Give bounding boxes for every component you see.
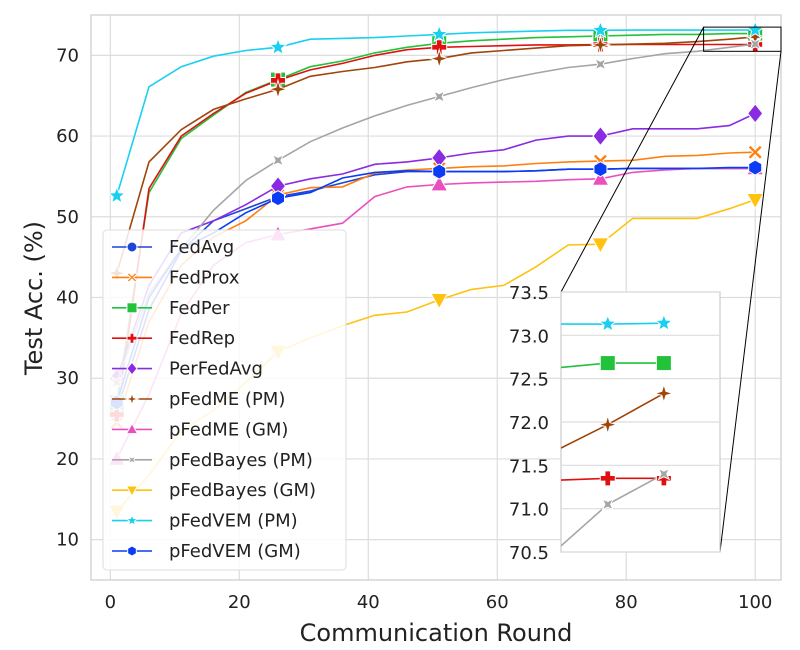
data-point-pfedvem-pm bbox=[590, 20, 610, 39]
data-point-pfedvem-pm bbox=[268, 37, 288, 56]
y-tick-label: 60 bbox=[56, 126, 79, 147]
legend-marker-fedper bbox=[126, 302, 138, 314]
data-point-perfedavg bbox=[592, 125, 609, 147]
legend-item-fedper: FedPer bbox=[112, 298, 230, 319]
plot-frame bbox=[90, 14, 782, 581]
legend-marker-pfedme-pm bbox=[124, 391, 140, 407]
y-tick-label: 20 bbox=[56, 449, 79, 470]
legend-marker-fedrep bbox=[126, 332, 138, 344]
zoom-region-box bbox=[703, 26, 782, 52]
legend-item-fedprox: FedProx bbox=[112, 267, 240, 288]
data-point-fedrep bbox=[431, 39, 448, 56]
legend-label: FedProx bbox=[169, 267, 240, 288]
data-point-pfedbayes-gm bbox=[746, 192, 765, 210]
series-pfedvem-pm bbox=[107, 20, 765, 204]
inset-point-pfedbayes-pm bbox=[657, 467, 671, 481]
legend-marker-pfedme-gm bbox=[125, 422, 139, 435]
x-tick-label: 20 bbox=[228, 592, 251, 613]
legend-marker-pfedvem-pm bbox=[125, 513, 139, 527]
x-tick-label: 40 bbox=[357, 592, 380, 613]
legend-box bbox=[102, 229, 347, 571]
y-tick-label: 10 bbox=[56, 530, 79, 551]
inset-y-tick-label: 71.0 bbox=[509, 500, 549, 521]
legend-label: pFedME (PM) bbox=[169, 389, 285, 410]
inset-y-tick-label: 72.0 bbox=[509, 413, 549, 434]
x-tick-label: 80 bbox=[615, 592, 638, 613]
data-point-pfedme-pm bbox=[428, 47, 451, 70]
legend-item-fedavg: FedAvg bbox=[112, 237, 234, 258]
data-point-pfedbayes-gm bbox=[430, 293, 449, 310]
y-tick-label: 50 bbox=[56, 207, 79, 228]
legend-item-pfedvem-gm: pFedVEM (GM) bbox=[112, 541, 301, 562]
data-point-pfedme-gm bbox=[430, 174, 449, 192]
legend: FedAvg FedProx FedPer FedRep PerFedAvg pFedME… bbox=[102, 229, 347, 571]
x-tick-label: 0 bbox=[105, 592, 116, 613]
legend-marker-pfedvem-gm bbox=[127, 545, 137, 557]
data-point-pfedme-gm bbox=[591, 169, 610, 186]
data-point-pfedbayes-pm bbox=[432, 90, 446, 103]
inset-y-tick-label: 70.5 bbox=[509, 543, 549, 564]
zoom-box bbox=[560, 26, 782, 553]
data-point-pfedbayes-pm bbox=[748, 37, 762, 51]
data-point-pfedvem-gm bbox=[593, 161, 608, 178]
legend-marker-pfedbayes-gm bbox=[125, 485, 139, 497]
data-point-pfedvem-pm bbox=[107, 185, 127, 204]
legend-label: pFedME (GM) bbox=[169, 419, 288, 440]
data-point-perfedavg bbox=[747, 103, 764, 124]
y-tick-label: 40 bbox=[56, 288, 79, 309]
legend-item-perfedavg: PerFedAvg bbox=[112, 359, 263, 380]
data-point-pfedvem-gm bbox=[432, 163, 447, 180]
data-point-pfedme-pm bbox=[589, 34, 612, 56]
data-point-pfedme-pm bbox=[267, 78, 289, 101]
main-ticks: 0 20 40 60 80 100 10 20 30 40 50 60 70 bbox=[56, 45, 772, 613]
inset-point-fedrep bbox=[599, 470, 616, 487]
x-axis-label: Communication Round bbox=[300, 619, 573, 647]
data-point-pfedbayes-pm bbox=[271, 153, 285, 167]
x-tick-label: 100 bbox=[738, 592, 772, 613]
zoom-connector bbox=[560, 26, 705, 293]
inset-point-pfedme-pm bbox=[653, 382, 675, 405]
data-point-pfedvem-gm bbox=[271, 190, 286, 207]
inset-point-pfedvem-pm bbox=[598, 314, 618, 333]
legend-item-pfedme-pm: pFedME (PM) bbox=[112, 389, 285, 410]
legend-label: FedRep bbox=[169, 328, 235, 349]
legend-item-pfedbayes-pm: pFedBayes (PM) bbox=[112, 450, 313, 471]
legend-label: PerFedAvg bbox=[169, 359, 263, 380]
inset-y-tick-label: 73.5 bbox=[509, 283, 549, 304]
x-tick-label: 60 bbox=[486, 592, 509, 613]
legend-item-pfedme-gm: pFedME (GM) bbox=[112, 419, 288, 440]
legend-marker-fedavg bbox=[126, 241, 138, 253]
legend-label: FedPer bbox=[169, 298, 230, 319]
inset-point-pfedme-pm bbox=[596, 413, 619, 436]
legend-label: pFedVEM (PM) bbox=[169, 511, 298, 532]
y-tick-label: 30 bbox=[56, 368, 79, 389]
inset-y-tick-label: 71.5 bbox=[509, 456, 549, 477]
legend-label: FedAvg bbox=[169, 237, 234, 258]
zoom-connector bbox=[719, 51, 782, 553]
inset-point-pfedbayes-pm bbox=[601, 498, 615, 511]
y-axis-label: Test Acc. (%) bbox=[20, 221, 48, 376]
legend-label: pFedBayes (PM) bbox=[169, 450, 313, 471]
inset-y-tick-label: 72.5 bbox=[509, 370, 549, 391]
data-point-fedprox bbox=[747, 144, 764, 161]
data-point-pfedvem-gm bbox=[748, 159, 763, 176]
inset-point-pfedvem-pm bbox=[654, 313, 674, 332]
legend-marker-perfedavg bbox=[126, 361, 138, 376]
data-point-pfedbayes-gm bbox=[591, 237, 610, 254]
legend-item-fedrep: FedRep bbox=[112, 328, 235, 349]
legend-label: pFedBayes (GM) bbox=[169, 480, 316, 501]
legend-label: pFedVEM (GM) bbox=[169, 541, 301, 562]
inset-plot: 70.5 71.0 71.5 72.0 72.5 73.0 73.5 bbox=[509, 283, 721, 564]
legend-item-pfedvem-pm: pFedVEM (PM) bbox=[112, 511, 298, 532]
inset-point-fedper bbox=[655, 355, 672, 372]
legend-marker-pfedbayes-pm bbox=[127, 455, 137, 465]
legend-item-pfedbayes-gm: pFedBayes (GM) bbox=[112, 480, 316, 501]
data-point-pfedvem-pm bbox=[429, 24, 449, 43]
legend-marker-fedprox bbox=[126, 271, 138, 283]
inset-point-fedper bbox=[599, 355, 616, 372]
data-point-pfedbayes-pm bbox=[594, 57, 607, 71]
y-tick-label: 70 bbox=[56, 45, 79, 66]
inset-y-tick-label: 73.0 bbox=[509, 326, 549, 347]
